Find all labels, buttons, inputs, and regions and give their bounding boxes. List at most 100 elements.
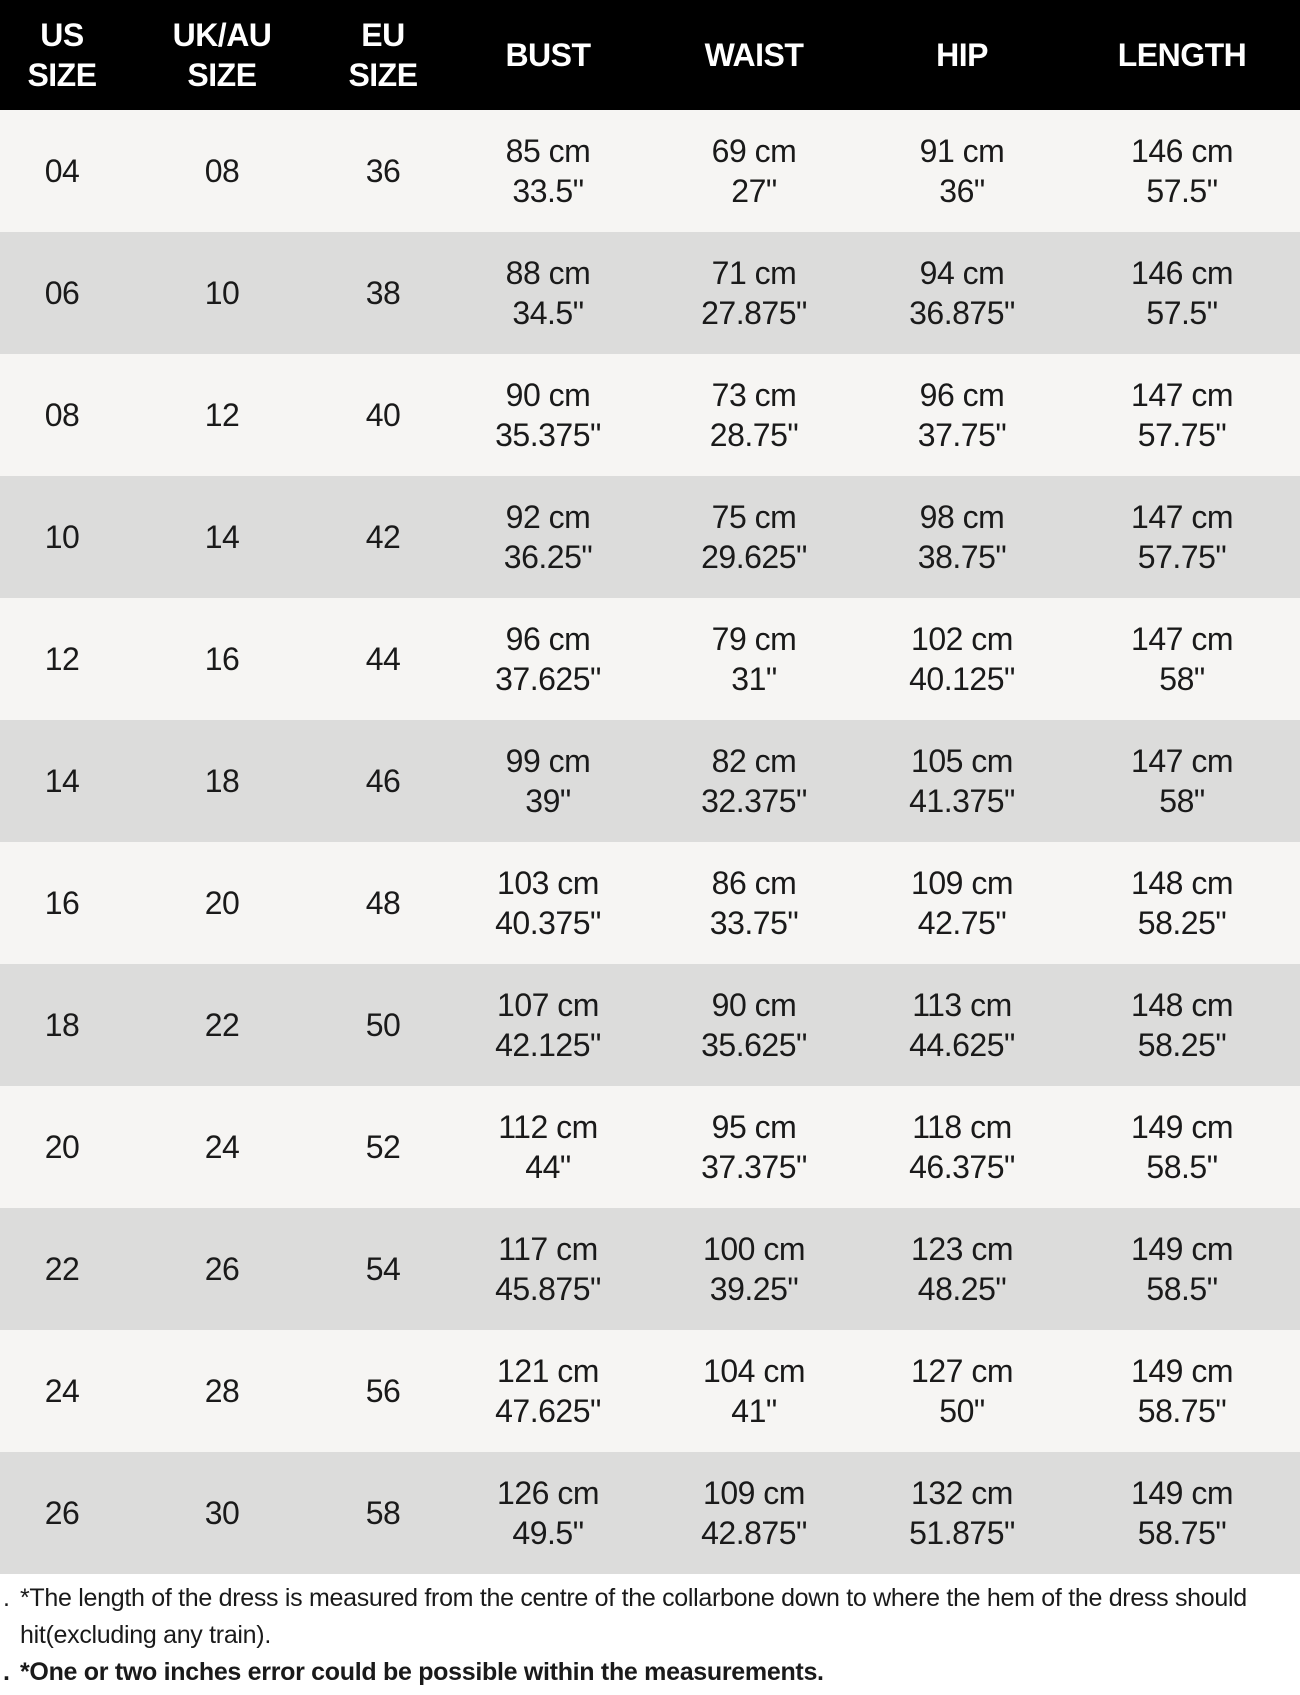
cell-line: 91 cm (919, 133, 1005, 169)
cell-line: 44" (525, 1149, 571, 1185)
cell-uk-au-size: 08 (204, 153, 240, 189)
cell-bust: 121 cm 47.625" (495, 1330, 601, 1452)
cell-waist: 100 cm 39.25" (703, 1208, 805, 1330)
cell-line: 29.625" (701, 539, 807, 575)
cell-hip: 102 cm 40.125" (909, 598, 1015, 720)
column-header-waist: WAIST (705, 0, 804, 110)
column-header-us-size: US SIZE (27, 0, 97, 110)
cell-line: 33.5" (512, 173, 584, 209)
cell-line: 39" (525, 783, 571, 819)
cell-us-size: 10 (44, 519, 80, 555)
cell-line: 99 cm (505, 743, 591, 779)
cell-line: 40.125" (909, 661, 1015, 697)
cell-us-size: 26 (44, 1495, 80, 1531)
cell-bust: 90 cm 35.375" (495, 354, 601, 476)
cell-line: 75 cm (711, 499, 797, 535)
cell-us-size: 14 (44, 763, 80, 799)
cell-line: 109 cm (911, 865, 1013, 901)
cell-line: 90 cm (505, 377, 591, 413)
cell-line: 90 cm (711, 987, 797, 1023)
cell-hip: 132 cm 51.875" (909, 1452, 1015, 1574)
cell-line: 88 cm (505, 255, 591, 291)
table-row: 10 14 42 92 cm 36.25" 75 cm 29.625" 98 cm 38.75"… (0, 476, 1300, 598)
column-header-hip: HIP (936, 0, 988, 110)
cell-line: 58.25" (1137, 905, 1227, 941)
cell-eu-size: 50 (365, 1007, 401, 1043)
cell-line: UK/AU (172, 17, 272, 53)
cell-line: 126 cm (497, 1475, 599, 1511)
cell-waist: 86 cm 33.75" (710, 842, 799, 964)
cell-line: 32.375" (701, 783, 807, 819)
cell-line: 39.25" (709, 1271, 799, 1307)
cell-line: 42.875" (701, 1515, 807, 1551)
cell-line: 57.5" (1146, 295, 1218, 331)
cell-line: 37.625" (495, 661, 601, 697)
cell-line: 73 cm (711, 377, 797, 413)
cell-us-size: 22 (44, 1251, 80, 1287)
cell-uk-au-size: 12 (204, 397, 240, 433)
cell-line: 27.875" (701, 295, 807, 331)
cell-waist: 95 cm 37.375" (701, 1086, 807, 1208)
cell-line: 92 cm (505, 499, 591, 535)
table-row: 12 16 44 96 cm 37.625" 79 cm 31" 102 cm 40.125" 1… (0, 598, 1300, 720)
cell-line: 50" (939, 1393, 985, 1429)
bullet-icon: . (3, 1658, 10, 1686)
cell-waist: 69 cm 27" (712, 110, 797, 232)
cell-hip: 127 cm 50" (911, 1330, 1013, 1452)
cell-length: 149 cm 58.75" (1131, 1452, 1233, 1574)
cell-line: 71 cm (711, 255, 797, 291)
cell-line: 123 cm (911, 1231, 1013, 1267)
cell-line: 132 cm (911, 1475, 1013, 1511)
cell-line: SIZE (27, 57, 97, 93)
cell-line: 42.125" (495, 1027, 601, 1063)
cell-length: 147 cm 57.75" (1131, 354, 1233, 476)
cell-line: 103 cm (497, 865, 599, 901)
cell-line: 96 cm (919, 377, 1005, 413)
note: . *One or two inches error could be possi… (0, 1654, 1300, 1691)
cell-line: 148 cm (1131, 865, 1233, 901)
cell-hip: 109 cm 42.75" (911, 842, 1013, 964)
cell-line: 57.5" (1146, 173, 1218, 209)
cell-line: 109 cm (703, 1475, 805, 1511)
column-header-eu-size: EU SIZE (348, 0, 418, 110)
cell-line: 58.25" (1137, 1027, 1227, 1063)
cell-line: US (40, 17, 84, 53)
cell-us-size: 20 (44, 1129, 80, 1165)
table-row: 20 24 52 112 cm 44" 95 cm 37.375" 118 cm 46.375"… (0, 1086, 1300, 1208)
cell-line: 36" (939, 173, 985, 209)
cell-line: 149 cm (1131, 1231, 1233, 1267)
cell-line: 35.625" (701, 1027, 807, 1063)
table-row: 04 08 36 85 cm 33.5" 69 cm 27" 91 cm 36" 146 cm 57… (0, 110, 1300, 232)
cell-hip: 123 cm 48.25" (911, 1208, 1013, 1330)
cell-hip: 118 cm 46.375" (909, 1086, 1015, 1208)
cell-waist: 71 cm 27.875" (701, 232, 807, 354)
cell-length: 148 cm 58.25" (1131, 842, 1233, 964)
cell-uk-au-size: 10 (204, 275, 240, 311)
cell-us-size: 18 (44, 1007, 80, 1043)
cell-line: 27" (731, 173, 777, 209)
cell-line: 58" (1159, 783, 1205, 819)
cell-bust: 117 cm 45.875" (495, 1208, 601, 1330)
cell-eu-size: 52 (365, 1129, 401, 1165)
cell-us-size: 16 (44, 885, 80, 921)
cell-line: WAIST (704, 37, 804, 73)
cell-line: 37.375" (701, 1149, 807, 1185)
cell-line: 149 cm (1131, 1109, 1233, 1145)
cell-line: 96 cm (505, 621, 591, 657)
cell-uk-au-size: 30 (204, 1495, 240, 1531)
cell-line: 57.75" (1137, 417, 1227, 453)
cell-line: 58.5" (1146, 1271, 1218, 1307)
cell-uk-au-size: 22 (204, 1007, 240, 1043)
cell-line: 118 cm (912, 1109, 1012, 1145)
cell-bust: 88 cm 34.5" (506, 232, 591, 354)
table-row: 24 28 56 121 cm 47.625" 104 cm 41" 127 cm 50" 149… (0, 1330, 1300, 1452)
cell-length: 147 cm 58" (1131, 598, 1233, 720)
cell-eu-size: 40 (365, 397, 401, 433)
column-header-bust: BUST (505, 0, 591, 110)
cell-waist: 79 cm 31" (712, 598, 797, 720)
cell-length: 149 cm 58.75" (1131, 1330, 1233, 1452)
cell-line: 79 cm (711, 621, 797, 657)
table-row: 26 30 58 126 cm 49.5" 109 cm 42.875" 132 cm 51.8… (0, 1452, 1300, 1574)
cell-length: 147 cm 58" (1131, 720, 1233, 842)
cell-uk-au-size: 20 (204, 885, 240, 921)
